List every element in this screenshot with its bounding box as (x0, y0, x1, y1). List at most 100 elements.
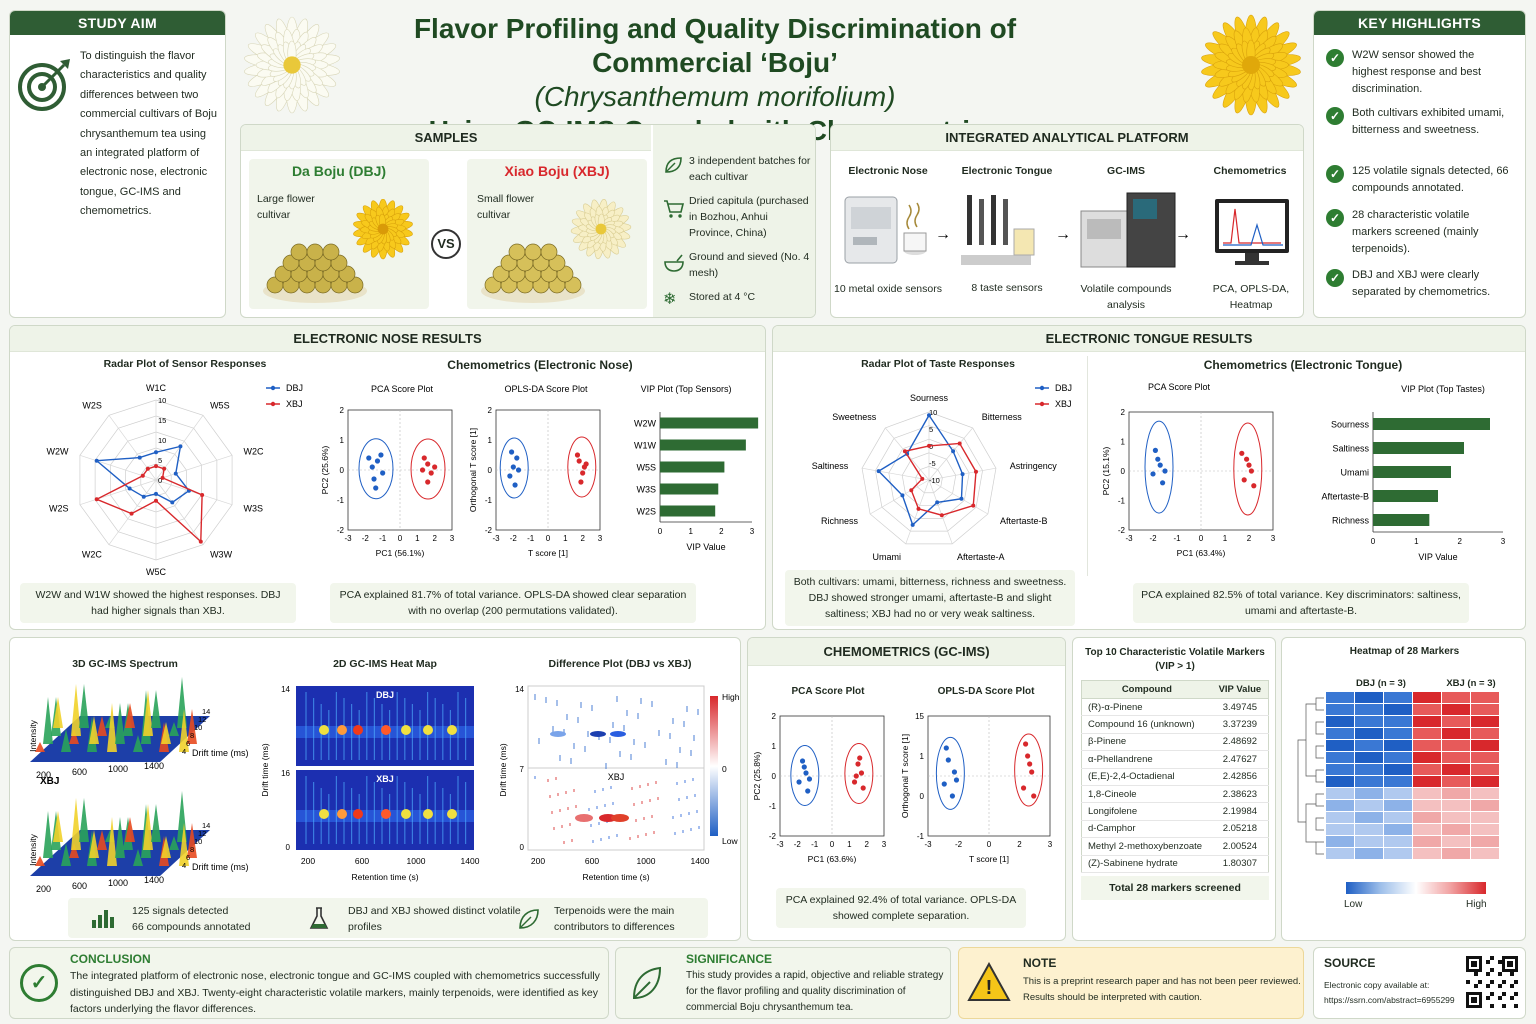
bar-chart-icon (92, 910, 114, 928)
score-point (1023, 741, 1029, 747)
heatmap-cell (1326, 752, 1354, 763)
y-tick-label: -2 (769, 832, 777, 841)
y-tick-label: 0 (286, 843, 291, 852)
heatmap-spot (423, 725, 433, 735)
vip-category-label: Aftertaste-B (1321, 492, 1369, 502)
heatmap-cell (1442, 716, 1470, 727)
radar-axis-label: Richness (821, 516, 859, 526)
marker-compound: (E,E)-2,4-Octadienal (1081, 768, 1212, 786)
heatmap-cell (1355, 740, 1383, 751)
score-point (1152, 447, 1158, 453)
spectrum-z-tick: 8 (190, 845, 194, 854)
target-icon (18, 59, 70, 111)
markers-title: Top 10 Characteristic Volatile Markers (… (1085, 647, 1265, 672)
x-tick-label: 600 (355, 856, 369, 866)
platform-header: INTEGRATED ANALYTICAL PLATFORM (831, 125, 1303, 151)
legend-marker (270, 401, 276, 407)
spectrum-z-tick: 12 (198, 829, 206, 838)
highlight-text: DBJ and XBJ were clearly separated by ch… (1352, 269, 1491, 298)
heatmap-spot (401, 809, 411, 819)
spectrum-z-tick: 6 (186, 853, 190, 862)
radar-series-xbj (903, 442, 977, 516)
radar-tick-label: 5 (929, 425, 933, 434)
y-tick-label: -1 (1118, 497, 1126, 506)
study-aim-text: To distinguish the flavor characteristic… (80, 50, 217, 218)
note-header: NOTE (1023, 956, 1057, 970)
spectrum-z-tick: 14 (202, 821, 210, 830)
dbj-desc: Large flower cultivar (257, 193, 315, 221)
x-tick-label: 2 (1017, 840, 1022, 849)
drift-label: Drift time (ms) (192, 748, 249, 758)
dendrogram-branch (1315, 841, 1324, 855)
heatmap-cell (1326, 824, 1354, 835)
table-row: (R)-α-Pinene 3.49745 (1081, 698, 1269, 717)
score-point (576, 458, 582, 464)
heat2d-chart: DBJ XBJ 14 16 0 200 600 1000 1400 Retention time … (260, 685, 480, 882)
source-text-1: Electronic copy available at: (1324, 980, 1430, 990)
platform-desc-etongue: 8 taste sensors (971, 282, 1043, 294)
platform-name-gcims: GC-IMS (1107, 165, 1145, 177)
heatmap-cell (1384, 776, 1412, 787)
heatmap-spot (337, 809, 347, 819)
etongue-caption-1: Both cultivars: umami, bitterness, richn… (785, 570, 1075, 626)
marker-compound: 1,8-Cineole (1081, 785, 1212, 804)
chemo-gc-panel: CHEMOMETRICS (GC-IMS) PCA Score Plot OPL… (747, 637, 1066, 941)
heatmap-cell (1413, 776, 1441, 787)
heatmap-spot (381, 809, 391, 819)
dbj-name: Da Boju (DBJ) (291, 163, 387, 179)
y-tick-label: 1 (772, 742, 777, 751)
score-point (1027, 761, 1033, 767)
marker-compound: d-Camphor (1081, 820, 1212, 839)
vip-bar (1373, 466, 1451, 478)
significance-text: This study provides a rapid, objective a… (686, 970, 944, 1013)
chemo-gc-pca-title: PCA Score Plot (791, 686, 865, 697)
heatmap-cell (1413, 812, 1441, 823)
flask-icon (309, 907, 329, 929)
x-axis-label: VIP Value (686, 542, 725, 552)
radar-point (154, 450, 158, 455)
heatmap-cell (1384, 692, 1412, 703)
score-point (796, 779, 802, 785)
heatmap-cell (1355, 752, 1383, 763)
spectrum-peak (89, 830, 99, 858)
highlights-panel: KEY HIGHLIGHTS ✓ W2W sensor showed the hi… (1313, 10, 1526, 318)
gc-opls-chart: -3 -2 0 2 3 15 1 0 -1 T score [1] Orthogonal T sco… (900, 712, 1053, 864)
diff-colorbar (710, 696, 718, 836)
table-row: (Z)-Sabinene hydrate 1.80307 (1081, 855, 1269, 873)
radar-point (141, 494, 146, 499)
y-tick-label: 1 (488, 436, 493, 445)
x-tick-label: -2 (362, 534, 370, 543)
spectrum-peak (97, 716, 107, 736)
heatmap-cell (1413, 728, 1441, 739)
x-axis-label: T score [1] (528, 548, 568, 558)
heatmap-spot (423, 809, 433, 819)
marker-vip: 2.38623 (1211, 785, 1269, 804)
spectrum-z-tick: 6 (186, 739, 190, 748)
radar-point (198, 539, 203, 544)
radar-point (971, 503, 976, 508)
y-tick-label: -1 (917, 832, 925, 841)
y-tick-label: 0 (772, 772, 777, 781)
radar-tick-label: 5 (158, 456, 162, 465)
enose-chemo-title: Chemometrics (Electronic Nose) (447, 358, 633, 372)
radar-axis-label: W2S (49, 503, 69, 513)
source-link[interactable]: https://ssrn.com/abstract=6955299 (1324, 995, 1455, 1005)
conclusion-header: CONCLUSION (70, 952, 151, 966)
qr-code[interactable] (1466, 956, 1518, 1008)
heatmap-cell (1442, 848, 1470, 859)
heatmap-cell (1413, 800, 1441, 811)
enose-vip-chart: VIP Plot (Top Sensors) W2W W1W W5S W3S W2S 0 1 2… (634, 384, 759, 552)
y-tick-label: 14 (515, 685, 524, 694)
score-point (374, 458, 381, 464)
spectrum-peak (107, 703, 117, 752)
x-tick-label: 0 (546, 534, 551, 543)
spectrum-peak (35, 856, 45, 866)
marker-compound: α-Phellandrene (1081, 750, 1212, 769)
spectrum-peak (133, 849, 143, 866)
y-tick-label: 2 (340, 406, 345, 415)
score-point (1029, 769, 1035, 775)
vip-bar (1373, 514, 1430, 526)
spectrum-peak (43, 697, 53, 744)
spectrum-peak (115, 703, 125, 744)
platform-name-chemometrics: Chemometrics (1213, 165, 1287, 177)
